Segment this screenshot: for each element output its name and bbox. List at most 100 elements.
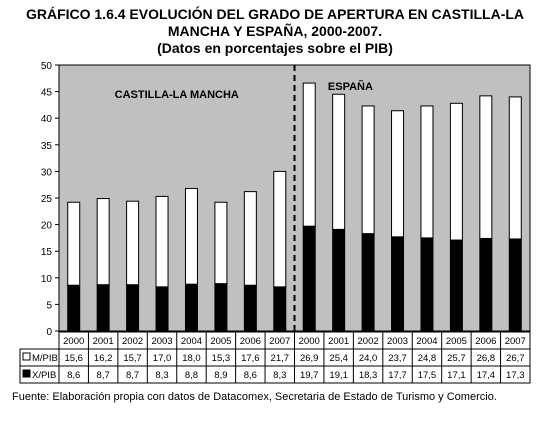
x-tick-label: 2000 [63,336,84,347]
y-tick-label: 15 [41,247,53,258]
data-label: 21,7 [271,353,290,364]
y-tick-label: 50 [41,61,53,72]
bar-x-pib [214,283,228,332]
data-label: 25,7 [447,353,466,364]
legend-swatch [22,352,31,361]
bar-m-pib [273,170,287,288]
data-label: 8,6 [244,370,257,381]
bar-x-pib [361,233,375,332]
bar-m-pib [449,102,463,241]
bar-x-pib [449,239,463,332]
legend-label: X/PIB [32,370,56,381]
bar-x-pib [332,228,346,332]
bar-m-pib [361,105,375,235]
x-tick-label: 2005 [210,336,231,347]
bar-m-pib [332,93,346,230]
x-tick-label: 2006 [475,336,496,347]
data-label: 24,0 [359,353,378,364]
x-tick-label: 2002 [358,336,379,347]
x-tick-label: 2005 [446,336,467,347]
data-label: 17,3 [506,370,525,381]
x-tick-label: 2003 [151,336,172,347]
bar-x-pib [391,236,405,332]
data-label: 15,6 [64,353,83,364]
x-tick-label: 2004 [416,336,437,347]
x-tick-label: 2000 [299,336,320,347]
data-label: 23,7 [388,353,407,364]
bar-x-pib [479,237,493,332]
bar-m-pib [155,195,169,288]
data-label: 8,3 [155,370,168,381]
data-label: 8,7 [126,370,139,381]
data-label: 18,0 [182,353,201,364]
bar-m-pib [420,105,434,239]
bar-m-pib [302,82,316,227]
bar-m-pib [184,187,198,285]
bar-m-pib [508,96,522,240]
data-label: 8,8 [185,370,198,381]
region-label-castilla: CASTILLA-LA MANCHA [115,89,239,101]
data-label: 26,9 [300,353,319,364]
data-label: 26,7 [506,353,525,364]
data-label: 8,3 [273,370,286,381]
y-tick-label: 10 [41,274,53,285]
data-label: 19,1 [329,370,348,381]
y-tick-label: 35 [41,141,53,152]
data-label: 17,1 [447,370,466,381]
data-label: 8,7 [97,370,110,381]
data-label: 25,4 [329,353,348,364]
bar-m-pib [243,191,257,286]
bar-x-pib [67,284,81,332]
legend-swatch [22,369,31,378]
data-label: 15,3 [212,353,231,364]
y-tick-label: 40 [41,114,53,125]
bar-x-pib [508,238,522,332]
legend-label: M/PIB [32,353,58,364]
region-label-espana: ESPAÑA [328,80,373,93]
bar-m-pib [214,201,228,285]
bar-x-pib [243,284,257,332]
bar-x-pib [302,225,316,332]
data-label: 16,2 [94,353,113,364]
x-tick-label: 2006 [240,336,261,347]
source-note: Fuente: Elaboración propia con datos de … [12,391,497,403]
y-tick-label: 45 [41,88,53,99]
data-label: 17,6 [241,353,260,364]
data-label: 26,8 [477,353,496,364]
y-tick-label: 25 [41,194,53,205]
data-label: 15,7 [123,353,142,364]
bar-x-pib [184,283,198,332]
x-tick-label: 2003 [387,336,408,347]
bar-x-pib [96,284,110,332]
chart-title-line-1: GRÁFICO 1.6.4 EVOLUCIÓN DEL GRADO DE APE… [25,6,525,22]
data-label: 18,3 [359,370,378,381]
chart-subtitle: (Datos en porcentajes sobre el PIB) [157,40,393,56]
data-label: 17,5 [418,370,437,381]
y-tick-label: 5 [46,300,52,311]
bar-m-pib [67,201,81,286]
data-label: 8,6 [67,370,80,381]
bar-m-pib [479,95,493,239]
bar-m-pib [391,110,405,238]
x-tick-label: 2002 [122,336,143,347]
x-tick-label: 2007 [269,336,290,347]
data-label: 17,7 [388,370,407,381]
y-tick-label: 20 [41,221,53,232]
x-tick-label: 2007 [505,336,526,347]
bar-m-pib [96,198,110,286]
x-tick-label: 2001 [93,336,114,347]
data-label: 17,4 [477,370,496,381]
bar-x-pib [126,284,140,332]
y-tick-label: 0 [46,327,52,338]
data-label: 8,9 [214,370,227,381]
bar-x-pib [155,286,169,332]
bar-x-pib [273,286,287,332]
data-label: 17,0 [153,353,172,364]
x-tick-label: 2004 [181,336,202,347]
data-label: 19,7 [300,370,319,381]
data-label: 24,8 [418,353,437,364]
x-tick-label: 2001 [328,336,349,347]
chart-title-line-2: MANCHA Y ESPAÑA, 2000-2007. [167,23,383,39]
bar-x-pib [420,237,434,332]
